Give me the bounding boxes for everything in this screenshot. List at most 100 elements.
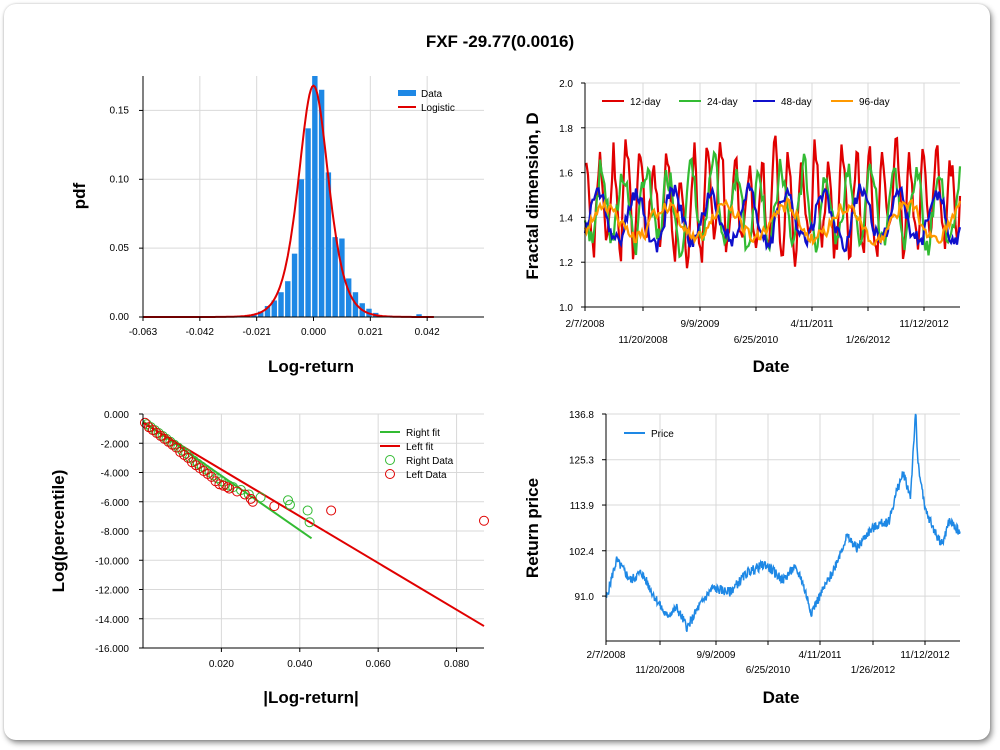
histogram-bar (312, 76, 318, 317)
fractal-dimension-chart: 1.0 1.2 1.4 1.6 1.8 2.0 2/7/2008 9/9/2009 4/11/2… (523, 79, 962, 376)
right-data-point (284, 499, 295, 510)
price-legend: Price (624, 429, 674, 440)
pdf-legend: Data Logistic (398, 89, 455, 114)
x-tick-label: 0.080 (444, 659, 469, 670)
y-tick-label: 1.0 (559, 303, 573, 314)
x-tick-label: 11/20/2008 (635, 665, 685, 676)
legend-label: 96-day (859, 97, 890, 108)
right-data-point (255, 492, 266, 503)
x-tick-label: 0.042 (415, 327, 440, 338)
left-data-point (245, 493, 256, 504)
x-tick-label: 1/26/2012 (851, 665, 896, 676)
y-tick-label: 0.10 (110, 174, 130, 185)
x-tick-label: 9/9/2009 (697, 650, 736, 661)
tail-loglog-chart: 0.000 -2.000 -4.000 -6.000 -8.000 -10.000 -12.… (49, 410, 489, 707)
y-tick-label: -2.000 (101, 439, 130, 450)
x-tick-label: 2/7/2008 (587, 650, 626, 661)
fractal-y-axis-label: Fractal dimension, D (523, 112, 542, 279)
legend-label: 24-day (707, 97, 738, 108)
y-tick-label: -6.000 (101, 498, 130, 509)
x-tick-label: -0.063 (129, 327, 158, 338)
loglog-x-axis-label: |Log-return| (263, 688, 358, 707)
x-tick-label: 11/20/2008 (618, 335, 668, 346)
left-data-point (479, 515, 489, 526)
histogram-bar (278, 292, 284, 317)
y-tick-label: -12.000 (95, 586, 129, 597)
histogram-bar (325, 172, 332, 317)
left-data-point (222, 482, 233, 493)
price-grid (605, 413, 960, 641)
histogram-bar (345, 278, 352, 317)
x-tick-label: 6/25/2010 (734, 335, 779, 346)
y-tick-label: 2.0 (559, 79, 573, 90)
y-tick-label: 0.000 (104, 410, 129, 421)
x-tick-label: 0.060 (366, 659, 391, 670)
y-tick-label: -8.000 (101, 527, 130, 538)
price-line (605, 413, 961, 632)
y-tick-label: 1.4 (559, 213, 573, 224)
x-tick-label: 0.020 (209, 659, 234, 670)
y-tick-label: 0.15 (110, 105, 130, 116)
loglog-axes: 0.000 -2.000 -4.000 -6.000 -8.000 -10.000 -12.… (95, 410, 484, 670)
legend-swatch-right-data (385, 455, 395, 465)
right-data-point (302, 505, 313, 516)
x-tick-label: 6/25/2010 (746, 665, 791, 676)
histogram-bar (416, 314, 422, 317)
fractal-x-axis-label: Date (753, 357, 790, 376)
y-tick-label: 1.2 (559, 258, 573, 269)
y-tick-label: -16.000 (95, 644, 129, 655)
x-tick-label: -0.021 (242, 327, 271, 338)
fractal-series-line (583, 196, 962, 247)
y-tick-label: 125.3 (569, 456, 594, 467)
chart-panel (4, 4, 990, 740)
right-data-point (283, 495, 294, 506)
x-tick-label: 11/12/2012 (900, 650, 950, 661)
x-tick-label: 4/11/2011 (798, 650, 841, 661)
histogram-bar (339, 238, 345, 317)
pdf-bars (244, 76, 422, 318)
pdf-axes: -0.063 -0.042 -0.021 0.000 0.021 0.042 0.00 0.0… (110, 76, 484, 338)
x-tick-label: 9/9/2009 (681, 319, 720, 330)
histogram-bar (318, 89, 325, 318)
legend-label: 12-day (630, 97, 661, 108)
histogram-bar (285, 281, 291, 317)
legend-swatch-left-data (385, 469, 395, 479)
y-tick-label: 0.00 (110, 312, 130, 323)
legend-label-left-data: Left Data (406, 470, 447, 481)
fractal-legend: 12-day 24-day 48-day 96-day (602, 97, 890, 108)
legend-swatch-data (398, 90, 416, 96)
legend-label: 48-day (781, 97, 812, 108)
legend-label-left-fit: Left fit (406, 442, 433, 453)
histogram-bar (298, 179, 305, 317)
left-data-points (139, 417, 489, 526)
legend-label-right-data: Right Data (406, 456, 454, 467)
left-data-point (269, 501, 280, 512)
histogram-bar (291, 253, 298, 317)
x-tick-label: -0.042 (186, 327, 215, 338)
histogram-bar (258, 311, 264, 317)
left-data-point (247, 496, 258, 507)
price-x-axis-label: Date (763, 688, 800, 707)
return-price-chart: 136.8 125.3 113.9 102.4 91.0 2/7/2008 9/9/2009… (523, 410, 961, 707)
left-data-point (326, 505, 337, 516)
x-tick-label: 11/12/2012 (899, 319, 949, 330)
pdf-chart: -0.063 -0.042 -0.021 0.000 0.021 0.042 0.00 0.0… (70, 76, 484, 376)
y-tick-label: 1.8 (559, 124, 573, 135)
pdf-x-axis-label: Log-return (268, 357, 354, 376)
loglog-y-axis-label: Log(percentile) (49, 470, 68, 593)
y-tick-label: 102.4 (569, 547, 594, 558)
y-tick-label: 136.8 (569, 410, 594, 421)
loglog-legend: Right fit Left fit Right Data Left Data (380, 428, 454, 481)
y-tick-label: -10.000 (95, 556, 129, 567)
y-tick-label: -4.000 (101, 469, 130, 480)
y-tick-label: 1.6 (559, 169, 573, 180)
fractal-lines (583, 135, 962, 269)
legend-label-right-fit: Right fit (406, 428, 440, 439)
x-tick-label: 4/11/2011 (790, 319, 833, 330)
y-tick-label: 91.0 (575, 592, 595, 603)
legend-label-logistic: Logistic (421, 103, 455, 114)
histogram-bar (264, 305, 271, 317)
y-tick-label: 0.05 (110, 243, 130, 254)
x-tick-label: 0.000 (301, 327, 326, 338)
page-title: FXF -29.77(0.0016) (425, 32, 575, 51)
